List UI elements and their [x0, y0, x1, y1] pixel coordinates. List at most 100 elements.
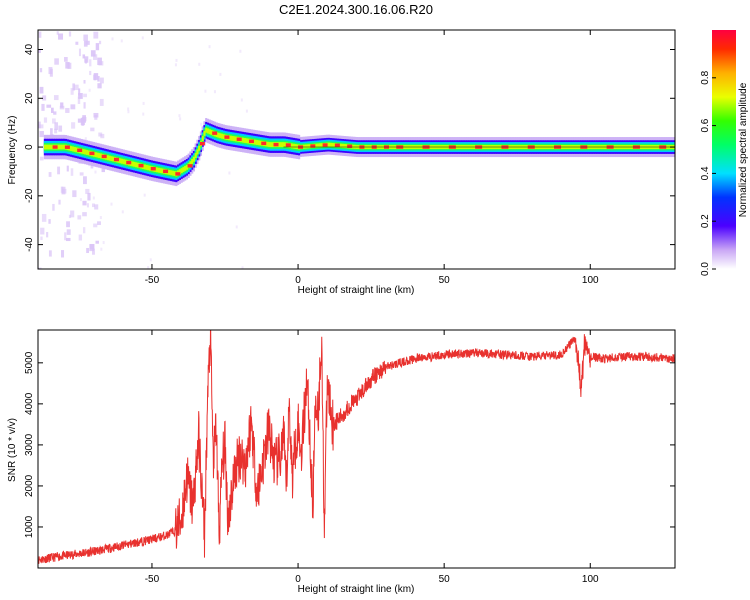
spectrum-cell — [189, 161, 192, 167]
spectrum-cell — [157, 167, 160, 173]
noise-cell — [239, 49, 242, 53]
y-tick-label: -20 — [24, 188, 35, 203]
noise-cell — [147, 266, 150, 269]
spectrum-peak-cell — [64, 145, 70, 149]
spectrum-peak-cell — [347, 144, 353, 148]
spectrum-cell — [306, 144, 309, 149]
noise-cell — [70, 88, 74, 95]
noise-cell — [93, 74, 97, 81]
noise-cell — [83, 40, 88, 47]
noise-cell — [79, 172, 84, 176]
spectrum-cell — [85, 150, 89, 155]
noise-cell — [66, 237, 71, 242]
noise-cell — [92, 248, 95, 255]
noise-cell — [70, 104, 76, 110]
spectrum-cell — [119, 158, 122, 164]
spectrum-cell — [196, 149, 199, 155]
spectrum-cell — [194, 153, 197, 159]
spectrum-peak-cell — [212, 131, 218, 135]
noise-cell — [53, 111, 57, 115]
snr-ticks: -50 0 50 100 1000 2000 3000 4000 5000 — [24, 330, 675, 585]
noise-cell — [64, 232, 67, 241]
noise-cell — [97, 83, 102, 89]
snr-y-axis-label: SNR (10 * v/v) — [7, 418, 18, 482]
spectrum-cell — [208, 129, 211, 135]
spectrum-cell — [50, 144, 54, 150]
x-tick-label: 100 — [582, 574, 599, 585]
noise-cell — [78, 88, 81, 96]
spectrum-cell — [57, 144, 61, 150]
colorbar-tick-label: 0.0 — [700, 262, 711, 276]
noise-cell — [49, 68, 53, 77]
spectrogram-x-axis-label: Height of straight line (km) — [298, 285, 415, 296]
noise-cell — [141, 36, 144, 40]
noise-cell — [65, 61, 70, 69]
noise-cell — [60, 186, 64, 193]
spectrum-cell — [84, 149, 87, 155]
spectrum-cell — [198, 145, 201, 151]
spectrum-cell — [257, 140, 260, 146]
spectrum-cell — [233, 136, 236, 142]
spectrum-cell — [217, 132, 220, 138]
spectrum-cell — [291, 143, 294, 149]
spectrum-cell — [210, 129, 213, 135]
spectrum-cell — [145, 164, 148, 170]
noise-cell — [102, 241, 105, 245]
noise-cell — [93, 31, 99, 39]
spectrum-cell — [203, 130, 206, 136]
spectrum-cell — [259, 140, 262, 146]
noise-cell — [38, 48, 41, 53]
noise-cell — [111, 37, 114, 41]
spectrum-cell — [229, 135, 232, 141]
noise-cell — [241, 266, 244, 269]
spectrum-cell — [59, 144, 62, 150]
noise-cell — [99, 77, 104, 84]
spectrum-cell — [94, 152, 97, 158]
y-tick-label: 40 — [24, 44, 35, 56]
spectrum-cell — [180, 168, 183, 174]
spectrum-cell — [282, 142, 285, 148]
noise-cell — [97, 221, 101, 225]
noise-cell — [56, 31, 59, 35]
spectrum-cell — [168, 169, 171, 175]
noise-cell — [38, 124, 44, 129]
noise-cell — [42, 95, 47, 101]
noise-cell — [38, 267, 42, 269]
spectrum-cell — [317, 143, 320, 148]
noise-cell — [86, 247, 90, 254]
noise-cell — [38, 31, 42, 38]
noise-cell — [204, 89, 207, 93]
noise-cell — [58, 125, 63, 132]
noise-cell — [39, 86, 44, 94]
spectrum-cell — [192, 156, 196, 162]
spectrum-cell — [315, 143, 318, 148]
noise-cell — [149, 258, 152, 262]
noise-cell — [54, 122, 59, 130]
noise-cell — [228, 171, 231, 175]
noise-cell — [127, 110, 130, 114]
noise-cell — [219, 72, 222, 76]
spectrogram-panel: -50 0 50 100 -40 -20 0 20 40 Height of straight … — [7, 29, 676, 296]
spectrum-peak-cell — [261, 141, 267, 146]
spectrum-cell — [131, 161, 134, 167]
noise-cell — [81, 118, 84, 126]
spectrum-cell — [47, 144, 50, 150]
spectrum-cell — [43, 144, 46, 150]
spectrum-cell — [159, 168, 162, 174]
y-tick-label: 1000 — [24, 515, 35, 538]
colorbar-tick-label: 0.2 — [700, 214, 711, 228]
spectrum-peak-cell — [285, 143, 291, 147]
spectrum-cell — [185, 164, 189, 170]
spectrum-cell — [143, 164, 146, 170]
spectrum-cell — [271, 142, 274, 148]
spectrum-cell — [87, 150, 90, 156]
noise-cell — [41, 103, 45, 111]
noise-cell — [84, 56, 89, 63]
noise-cell — [87, 192, 91, 201]
noise-cell — [100, 247, 103, 251]
noise-cell — [89, 70, 92, 76]
spectrum-cell — [136, 162, 139, 168]
spectrum-cell — [219, 133, 222, 139]
spectrum-cell — [320, 143, 324, 148]
spectrum-cell — [345, 144, 348, 149]
